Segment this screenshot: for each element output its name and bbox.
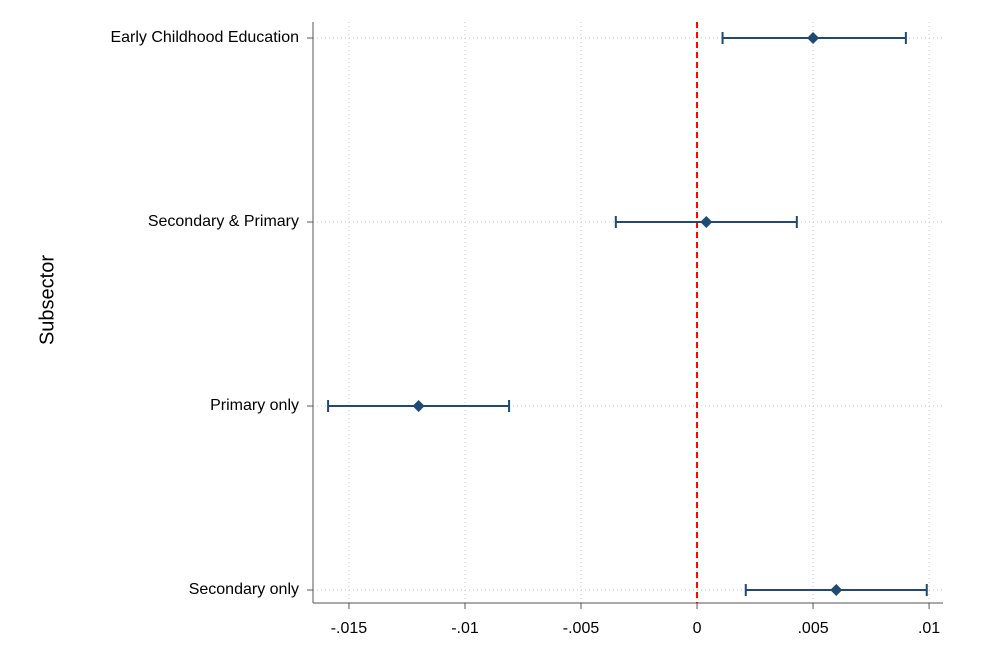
point (700, 216, 713, 228)
x-tick-label: -.01 (451, 620, 479, 637)
y-tick-label: Secondary & Primary (148, 213, 299, 230)
point (807, 32, 820, 44)
x-tick-label: .005 (797, 620, 828, 637)
y-tick-label: Primary only (210, 397, 299, 414)
y-tick-label: Early Childhood Education (110, 29, 299, 46)
x-tick-label: -.005 (563, 620, 600, 637)
x-tick-label: .01 (918, 620, 940, 637)
y-tick-label: Secondary only (189, 581, 299, 598)
point (830, 584, 843, 596)
x-tick-label: 0 (693, 620, 702, 637)
x-tick-label: -.015 (331, 620, 368, 637)
y-axis-label: Subsector (36, 255, 58, 345)
point (412, 400, 425, 412)
